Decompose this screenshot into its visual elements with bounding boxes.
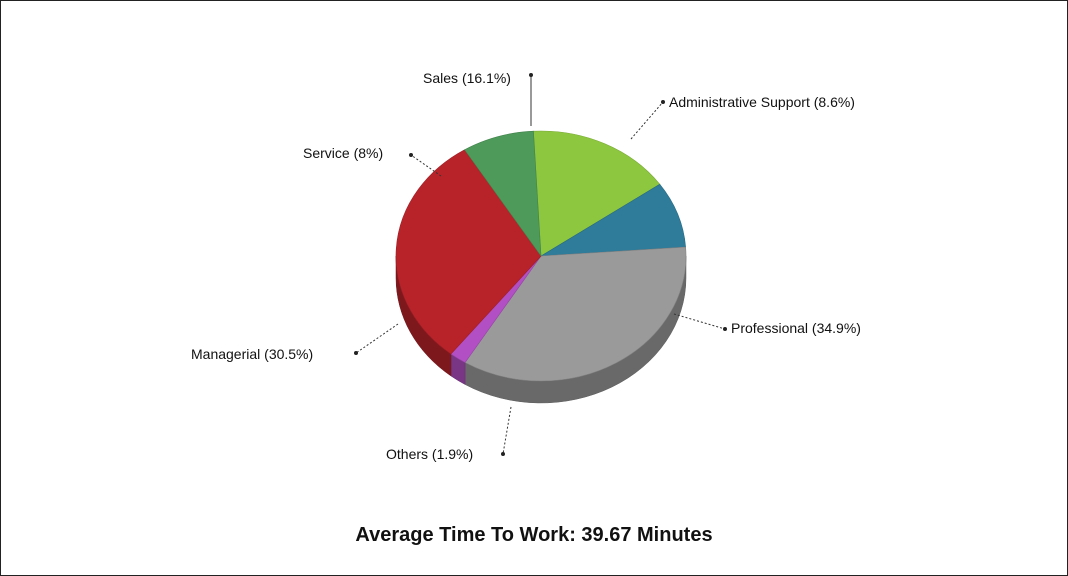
pie-slices [395,130,687,382]
slice-sales[interactable] [533,130,661,257]
leader-line-service [410,154,442,177]
slice-label-professional: Professional (34.9%) [731,320,861,336]
leader-line-others [502,406,512,455]
leader-lines [354,73,727,456]
chart-title: Average Time To Work: 39.67 Minutes [355,524,713,546]
slice-label-administrative-support: Administrative Support (8.6%) [669,94,855,110]
slice-label-service: Service (8%) [303,145,383,161]
leader-arrow-managerial [354,351,358,355]
leader-line-administrative-support [630,101,664,140]
slice-managerial[interactable] [395,149,542,355]
leader-line-managerial [355,323,399,354]
leader-arrow-sales [529,73,533,77]
slice-service[interactable] [464,130,542,258]
leader-line-professional [673,313,726,330]
slice-label-others: Others (1.9%) [386,446,473,462]
slice-professional[interactable] [464,246,687,382]
leader-arrow-administrative-support [661,100,665,104]
slice-labels: Sales (16.1%) Administrative Support (8.6… [191,70,861,462]
leader-arrow-service [409,153,413,157]
slice-label-managerial: Managerial (30.5%) [191,346,313,362]
slice-label-sales: Sales (16.1%) [423,70,511,86]
leader-arrow-others [501,452,505,456]
leader-arrow-professional [723,327,727,331]
